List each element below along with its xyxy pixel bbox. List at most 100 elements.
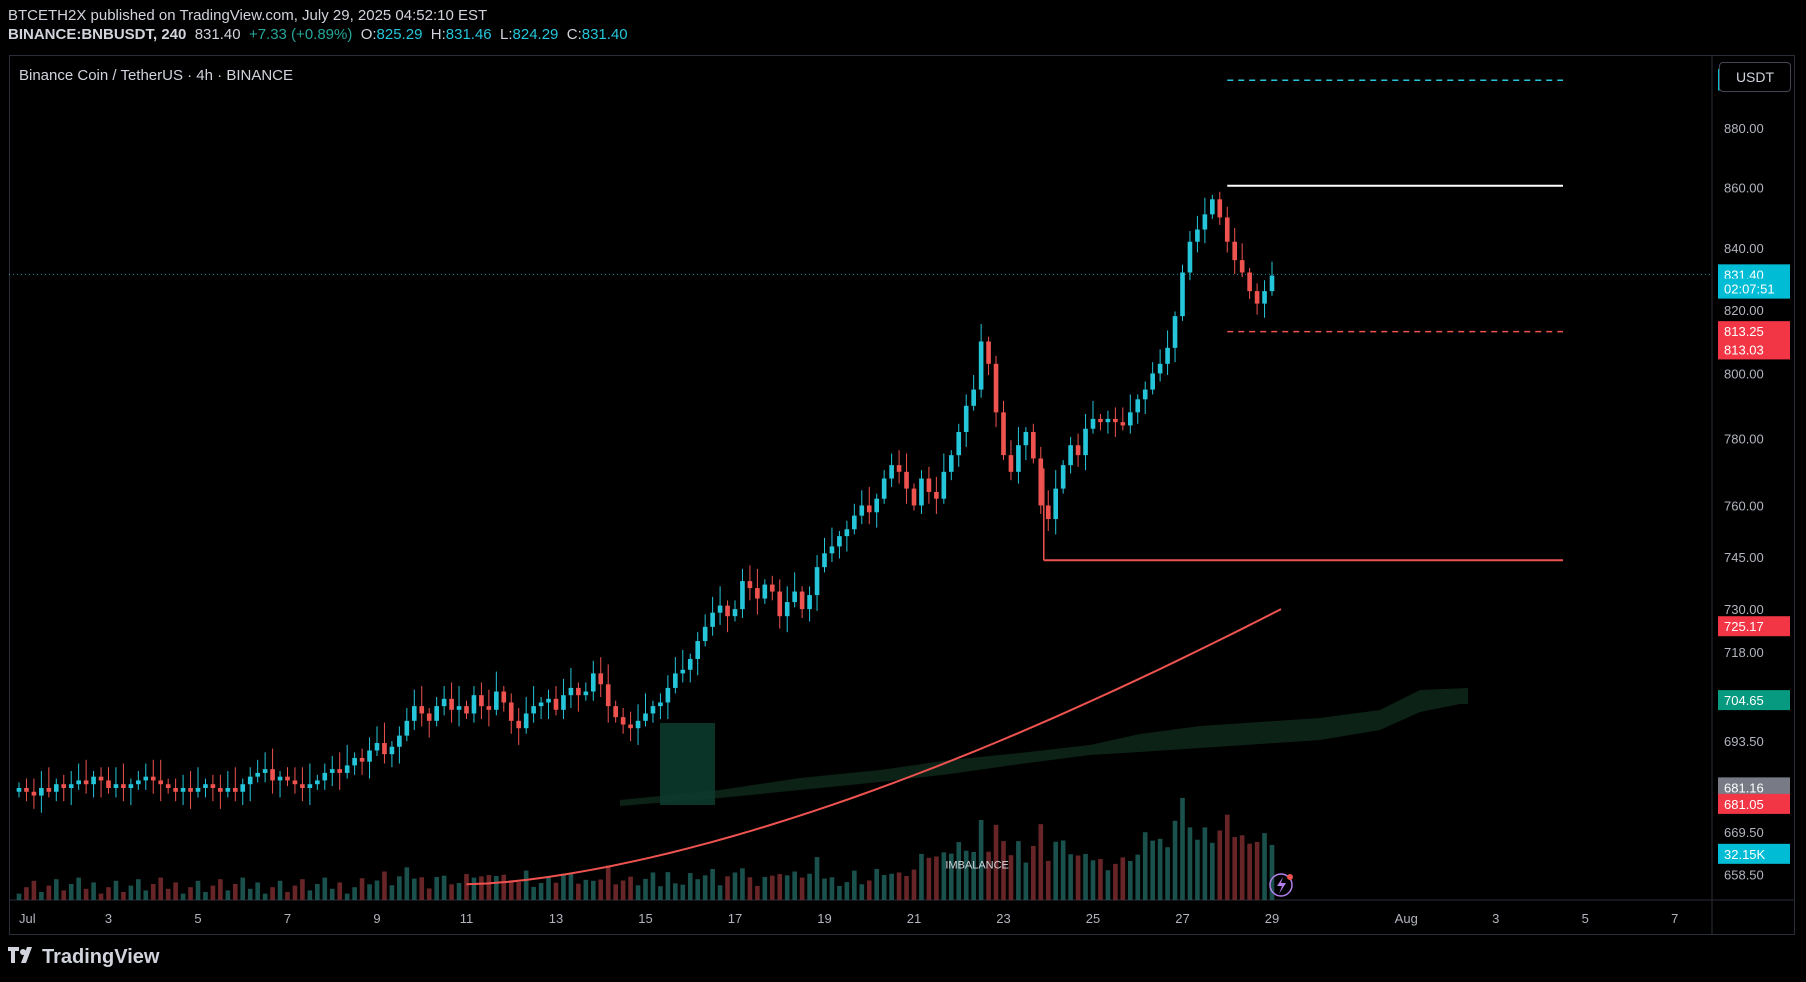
candle-body <box>1113 418 1118 423</box>
candle-body <box>1247 272 1252 292</box>
volume-bar <box>635 885 641 900</box>
candle-body <box>1038 458 1044 506</box>
volume-bar <box>1165 847 1170 900</box>
candle-body <box>382 743 387 755</box>
volume-bar <box>419 877 425 900</box>
candle-body <box>456 706 462 710</box>
volume-bar <box>322 877 328 900</box>
candle-body <box>792 591 797 603</box>
candle-body <box>963 405 969 433</box>
candle-body <box>419 706 425 714</box>
volume-bar <box>404 867 410 900</box>
price-marker-label: 681.05 <box>1724 797 1764 812</box>
candle-body <box>449 698 454 710</box>
candle-body <box>904 471 909 489</box>
candle-body <box>225 787 231 792</box>
volume-bar <box>352 887 357 900</box>
y-tick-label: 800.00 <box>1724 366 1764 381</box>
volume-bar <box>136 879 141 900</box>
volume-bar <box>1120 857 1126 900</box>
publisher-line: BTCETH2X published on TradingView.com, J… <box>8 7 488 24</box>
volume-bar <box>106 887 111 900</box>
volume-bar <box>650 872 656 900</box>
volume-bar <box>382 871 387 900</box>
moving-average-line <box>466 608 1282 886</box>
volume-bar <box>315 884 320 900</box>
volume-bar <box>501 874 507 900</box>
price-marker-label: 681.16 <box>1724 780 1764 795</box>
candle-body <box>919 478 924 506</box>
volume-bar <box>1113 863 1118 900</box>
x-tick-label: 13 <box>549 911 563 926</box>
candle-body <box>889 465 894 479</box>
volume-bar <box>337 882 343 900</box>
candle-body <box>76 780 81 785</box>
candle-body <box>523 713 529 729</box>
candle-body <box>971 389 976 406</box>
currency-button[interactable]: USDT <box>1719 62 1791 92</box>
candle-body <box>561 695 566 710</box>
lightning-icon[interactable] <box>1269 873 1293 897</box>
candle-body <box>1008 455 1014 472</box>
volume-bar <box>874 868 880 900</box>
candle-body <box>613 706 618 718</box>
volume-bar <box>710 868 715 900</box>
volume-bar <box>434 876 439 900</box>
candle-body <box>1195 229 1200 242</box>
volume-bar <box>225 890 231 900</box>
candle-body <box>702 626 708 642</box>
volume-bar <box>702 875 708 900</box>
candle-body <box>717 605 723 613</box>
volume-bar <box>665 872 671 900</box>
volume-bar <box>553 882 559 900</box>
tradingview-logo-icon <box>8 946 36 969</box>
volume-bar <box>195 880 201 900</box>
volume-bar <box>673 883 678 900</box>
candle-body <box>180 787 186 792</box>
volume-bar <box>240 877 246 900</box>
volume-bar <box>889 873 894 900</box>
volume-bar <box>725 876 730 900</box>
candle-body <box>83 780 89 785</box>
candle-body <box>576 687 581 696</box>
volume-bar <box>218 879 223 900</box>
price-marker-box <box>1718 321 1790 342</box>
volume-bar <box>628 876 633 900</box>
candle-body <box>1202 214 1208 230</box>
volume-bar <box>777 874 783 900</box>
candle-body <box>546 698 551 703</box>
candle-body <box>643 713 648 721</box>
x-tick-label: 25 <box>1086 911 1100 926</box>
lightning-bolt-icon <box>1277 877 1286 894</box>
volume-bar <box>471 877 477 900</box>
volume-bar <box>158 877 164 900</box>
volume-bar <box>1090 860 1096 900</box>
volume-bar <box>113 880 119 900</box>
candle-body <box>232 787 238 792</box>
candle-body <box>158 780 164 785</box>
x-tick-label: 27 <box>1175 911 1189 926</box>
x-tick-label: 3 <box>105 911 112 926</box>
volume-bar <box>643 878 648 900</box>
candle-body <box>1105 418 1111 423</box>
cloud-area <box>620 688 1468 806</box>
candle-body <box>98 776 104 781</box>
candle-body <box>367 750 372 762</box>
candle-body <box>1090 418 1096 429</box>
candle-body <box>106 780 111 788</box>
x-tick-label: Jul <box>19 911 36 926</box>
candle-body <box>262 769 268 773</box>
volume-bar <box>822 878 827 900</box>
volume-bar <box>1247 843 1252 900</box>
volume-bar <box>255 882 260 900</box>
candle-body <box>136 780 141 785</box>
x-tick-label: 9 <box>373 911 380 926</box>
volume-bar <box>1075 855 1081 900</box>
x-tick-label: 21 <box>907 911 921 926</box>
price-marker-box <box>1718 278 1790 299</box>
candle-body <box>1023 432 1029 446</box>
volume-bar <box>747 877 753 900</box>
candle-body <box>747 581 753 589</box>
volume-bar <box>904 876 909 900</box>
